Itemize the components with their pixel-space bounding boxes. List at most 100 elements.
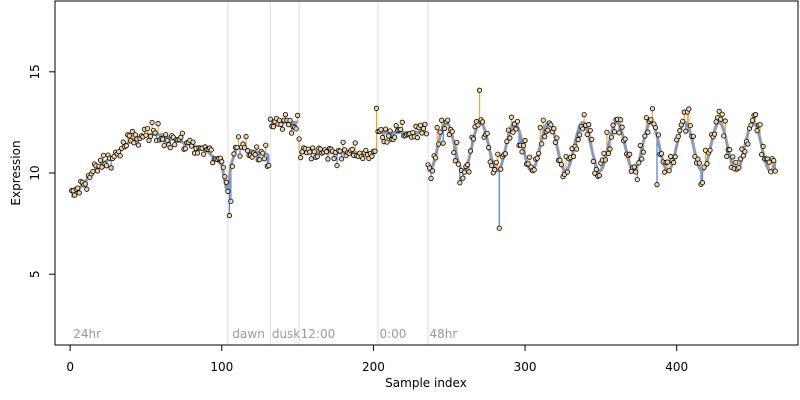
data-point — [378, 127, 384, 133]
data-point — [658, 151, 665, 157]
data-point — [631, 164, 637, 170]
data-point — [601, 150, 607, 156]
y-tick-label-5: 5 — [28, 270, 42, 278]
data-point — [244, 148, 251, 154]
data-point — [589, 136, 595, 143]
data-point — [363, 147, 369, 153]
data-point — [235, 134, 242, 140]
data-point — [502, 151, 508, 157]
data-point — [493, 159, 499, 165]
data-point — [331, 155, 337, 162]
data-point — [149, 119, 155, 126]
data-point — [745, 141, 751, 147]
data-point — [308, 156, 314, 162]
data-point — [454, 139, 460, 146]
data-point — [422, 121, 428, 127]
data-point — [243, 133, 249, 140]
data-point — [288, 130, 295, 136]
data-point — [467, 148, 474, 154]
data-point — [581, 112, 587, 118]
data-point — [475, 122, 481, 128]
data-point — [160, 136, 166, 142]
data-point — [219, 159, 225, 165]
data-point — [607, 146, 613, 152]
data-point — [457, 180, 463, 186]
data-point — [349, 146, 355, 152]
data-point — [484, 130, 490, 136]
data-point — [552, 139, 558, 146]
data-point — [129, 128, 135, 135]
data-point — [534, 155, 540, 161]
data-point — [627, 151, 633, 157]
data-point — [610, 122, 616, 128]
data-point — [495, 151, 501, 157]
data-point — [570, 153, 577, 160]
data-point — [617, 117, 624, 123]
data-point — [622, 136, 628, 142]
data-point — [514, 118, 521, 125]
data-point — [311, 149, 317, 155]
data-point — [393, 123, 399, 129]
data-point — [399, 119, 405, 125]
data-point — [194, 150, 201, 156]
data-point — [713, 119, 719, 125]
data-point — [82, 181, 88, 187]
data-point — [267, 116, 273, 122]
data-point — [666, 168, 672, 174]
data-point — [577, 132, 583, 138]
data-point — [90, 168, 96, 175]
data-point — [759, 151, 765, 158]
data-point — [439, 117, 445, 123]
data-point — [520, 142, 527, 149]
data-point — [382, 126, 389, 132]
data-point — [369, 153, 375, 159]
data-point — [254, 144, 260, 150]
data-point — [120, 139, 126, 145]
data-point — [642, 133, 648, 139]
data-point — [675, 133, 681, 140]
data-point — [436, 141, 442, 147]
data-point — [440, 140, 446, 146]
data-point — [542, 134, 548, 140]
data-point — [639, 156, 645, 162]
x-tick-label-400: 400 — [665, 360, 688, 374]
data-point — [97, 157, 104, 163]
data-point — [766, 159, 772, 165]
region-label-2: dusk — [272, 327, 300, 341]
data-point — [730, 154, 736, 160]
data-point — [131, 140, 137, 146]
data-point — [182, 146, 189, 152]
data-point — [414, 135, 421, 141]
data-point — [226, 212, 232, 219]
data-point — [513, 126, 519, 132]
data-point — [652, 124, 659, 131]
data-point — [492, 167, 498, 173]
data-point — [748, 122, 754, 128]
data-point — [672, 154, 678, 160]
data-point — [143, 132, 149, 138]
x-tick-label-0: 0 — [66, 360, 74, 374]
data-point — [220, 164, 226, 171]
data-point — [287, 117, 293, 124]
data-point — [163, 132, 169, 138]
data-point — [323, 149, 330, 155]
data-point — [76, 190, 82, 196]
data-point — [733, 159, 739, 166]
data-point — [590, 158, 596, 164]
data-point — [683, 128, 689, 134]
data-point — [241, 145, 248, 151]
data-point — [721, 133, 727, 139]
data-point — [445, 117, 451, 123]
data-point — [587, 127, 593, 134]
data-point — [752, 112, 759, 118]
data-point — [476, 87, 483, 93]
data-point — [531, 167, 537, 173]
y-tick-label-15: 15 — [28, 64, 42, 79]
data-point — [522, 137, 528, 144]
y-axis: 5 10 15 — [28, 64, 56, 278]
data-point — [266, 162, 272, 169]
data-point — [489, 163, 495, 169]
data-point — [680, 118, 686, 124]
data-point — [580, 126, 586, 132]
data-point — [172, 142, 178, 148]
